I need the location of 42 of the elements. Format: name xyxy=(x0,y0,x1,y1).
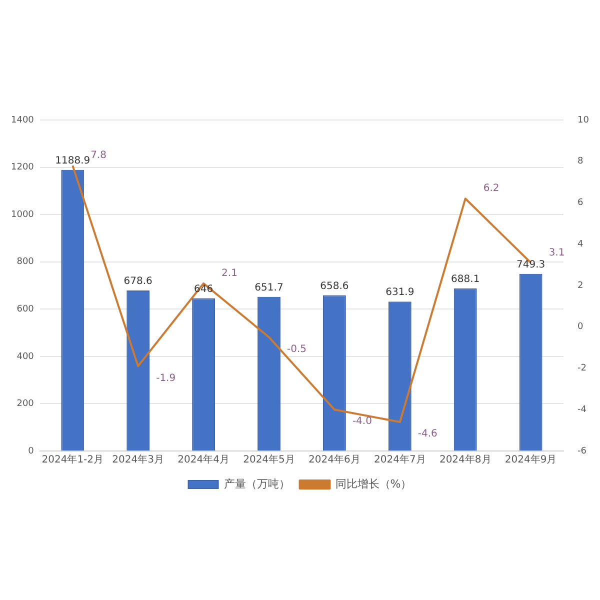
data-label: 688.1 xyxy=(451,274,480,285)
y-tick-label: 800 xyxy=(16,257,34,268)
y-tick-label: 1200 xyxy=(11,162,34,173)
x-tick-label: 2024年6月 xyxy=(308,454,360,466)
data-label: 6.2 xyxy=(483,183,500,194)
y-tick-label: 1000 xyxy=(11,210,34,220)
y-tick-label: 400 xyxy=(16,352,34,362)
data-label: 631.9 xyxy=(386,287,414,298)
data-label: -4.6 xyxy=(418,428,438,440)
y2-tick-label: 2 xyxy=(578,280,584,291)
y2-tick-label: 8 xyxy=(578,156,584,167)
y2-tick-label: 6 xyxy=(578,198,584,208)
y2-tick-label: -6 xyxy=(578,446,587,456)
data-label: 749.3 xyxy=(516,259,546,270)
data-label: 1188.9 xyxy=(55,156,90,167)
y-tick-label: 200 xyxy=(16,399,34,410)
x-tick-label: 2024年7月 xyxy=(374,454,426,466)
legend-label: 产量（万吨） xyxy=(224,477,290,490)
data-label: 3.1 xyxy=(548,247,565,258)
data-label: 678.6 xyxy=(124,276,152,288)
data-label: 2.1 xyxy=(222,268,238,280)
x-tick-label: 2024年8月 xyxy=(439,454,492,466)
y2-tick-label: 0 xyxy=(578,322,584,332)
y-tick-label: 600 xyxy=(16,304,34,314)
x-tick-label: 2024年5月 xyxy=(243,454,295,466)
x-tick-label: 2024年1-2月 xyxy=(42,454,104,466)
data-label: -0.5 xyxy=(287,344,307,355)
y2-tick-label: 4 xyxy=(578,239,584,250)
x-tick-label: 2024年3月 xyxy=(112,454,164,466)
data-label: -4.0 xyxy=(352,416,372,428)
data-label: -1.9 xyxy=(156,372,176,384)
data-label: 658.6 xyxy=(320,280,349,292)
data-label: 7.8 xyxy=(90,150,107,162)
x-tick-label: 2024年9月 xyxy=(504,454,557,466)
y2-tick-label: -4 xyxy=(578,404,587,415)
y2-tick-label: 10 xyxy=(578,115,590,126)
x-tick-label: 2024年4月 xyxy=(178,454,230,466)
y-tick-label: 1400 xyxy=(11,115,34,126)
data-label: 651.7 xyxy=(254,282,284,294)
y2-tick-label: -2 xyxy=(578,364,587,374)
y-tick-label: 0 xyxy=(28,446,34,456)
legend-label: 同比增长（%） xyxy=(335,477,412,490)
